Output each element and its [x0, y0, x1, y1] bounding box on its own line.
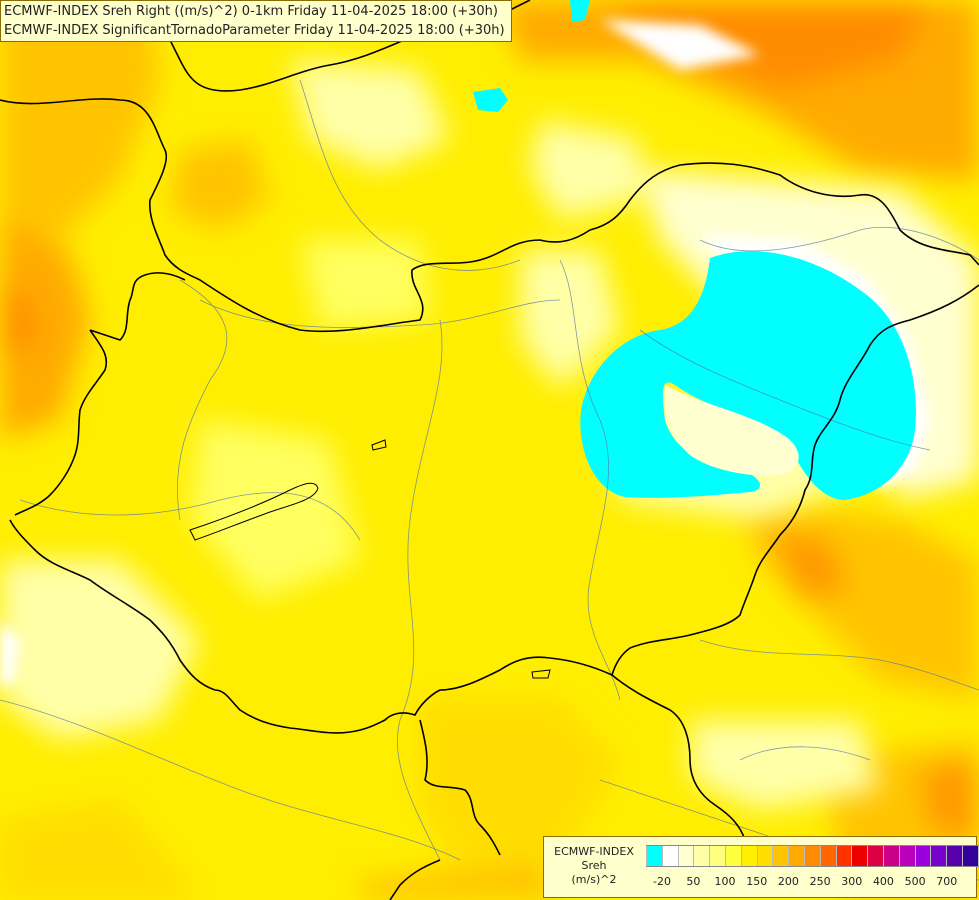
legend-swatch: [946, 846, 962, 866]
legend-swatch: [646, 846, 662, 866]
title-line-sreh: ECMWF-INDEX Sreh Right ((m/s)^2) 0-1km F…: [4, 4, 498, 19]
legend-swatch: [898, 846, 915, 866]
legend-tick-label: 50: [686, 875, 701, 888]
legend-swatch: [835, 846, 852, 866]
legend-swatch: [661, 846, 678, 866]
legend-swatch: [693, 846, 710, 866]
legend-swatch: [930, 846, 947, 866]
legend-title: ECMWF-INDEX Sreh (m/s)^2: [548, 845, 640, 887]
legend-swatch: [724, 846, 741, 866]
legend-color-scale: [646, 845, 979, 867]
legend-swatch: [740, 846, 757, 866]
legend-tick-label: 500: [904, 875, 926, 888]
legend-title-variable: Sreh: [581, 859, 607, 872]
legend-swatch: [977, 846, 979, 866]
legend-tick-label: -20: [653, 875, 671, 888]
legend-swatch: [867, 846, 883, 866]
legend-swatch: [882, 846, 899, 866]
legend-tick-label: 150: [746, 875, 768, 888]
legend-tick-label: 300: [841, 875, 863, 888]
legend-swatch: [851, 846, 868, 866]
legend-title-model: ECMWF-INDEX: [554, 845, 634, 858]
rivers: [0, 79, 979, 881]
color-legend: ECMWF-INDEX Sreh (m/s)^2 -20 50 100 150 200 2…: [543, 836, 979, 898]
stp-cyan-zones: [473, 0, 916, 500]
legend-swatch: [756, 846, 773, 866]
legend-swatch: [803, 846, 820, 866]
legend-swatch: [709, 846, 725, 866]
legend-swatch: [772, 846, 789, 866]
title-line-stp: ECMWF-INDEX SignificantTornadoParameter …: [4, 23, 505, 38]
legend-swatch: [677, 846, 694, 866]
map-title-box: ECMWF-INDEX Sreh Right ((m/s)^2) 0-1km F…: [0, 0, 512, 42]
legend-title-unit: (m/s)^2: [571, 873, 617, 886]
legend-tick-label: 200: [777, 875, 799, 888]
legend-swatch: [961, 846, 978, 866]
legend-tick-label: 250: [809, 875, 831, 888]
legend-tick-labels: -20 50 100 150 200 250 300 400 500 700: [646, 875, 966, 889]
legend-swatch: [788, 846, 804, 866]
legend-swatch: [914, 846, 931, 866]
lake-balaton: [189, 439, 551, 679]
legend-tick-label: 700: [936, 875, 958, 888]
legend-swatch: [819, 846, 836, 866]
legend-tick-label: 100: [714, 875, 736, 888]
legend-tick-label: 400: [872, 875, 894, 888]
